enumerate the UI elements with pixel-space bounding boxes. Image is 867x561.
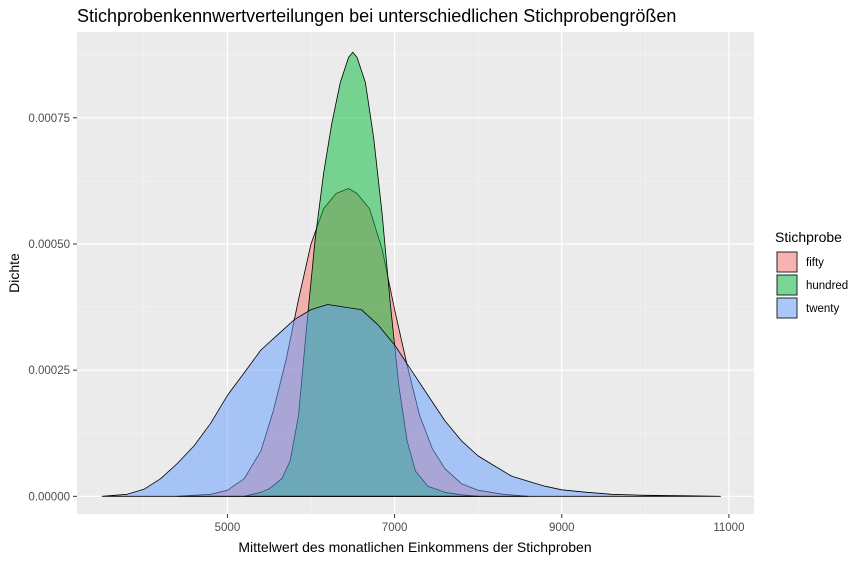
x-axis: 5000 7000 9000 11000 (215, 514, 744, 534)
x-tick-label: 11000 (713, 522, 744, 534)
legend-swatch-fifty (776, 251, 798, 273)
y-tick-label: 0.00000 (28, 491, 70, 503)
density-series (101, 51, 721, 497)
y-axis-title: Dichte (6, 253, 22, 293)
legend: Stichprobe fifty hundred twenty (775, 229, 848, 319)
y-tick-label: 0.00025 (28, 365, 70, 377)
legend-title: Stichprobe (775, 229, 842, 245)
density-area-twenty (101, 304, 721, 497)
x-tick-label: 9000 (549, 522, 575, 534)
legend-swatch-hundred (776, 274, 798, 296)
legend-label-twenty: twenty (806, 303, 839, 315)
y-axis: 0.00000 0.00025 0.00050 0.00075 (28, 113, 77, 503)
legend-label-hundred: hundred (806, 280, 848, 292)
legend-label-fifty: fifty (806, 257, 824, 269)
y-tick-label: 0.00050 (28, 239, 70, 251)
x-tick-label: 5000 (215, 522, 241, 534)
x-axis-title: Mittelwert des monatlichen Einkommens de… (238, 539, 591, 555)
x-tick-label: 7000 (382, 522, 408, 534)
y-tick-label: 0.00075 (28, 113, 70, 125)
legend-swatch-twenty (776, 297, 798, 319)
chart-title: Stichprobenkennwertverteilungen bei unte… (77, 6, 676, 26)
